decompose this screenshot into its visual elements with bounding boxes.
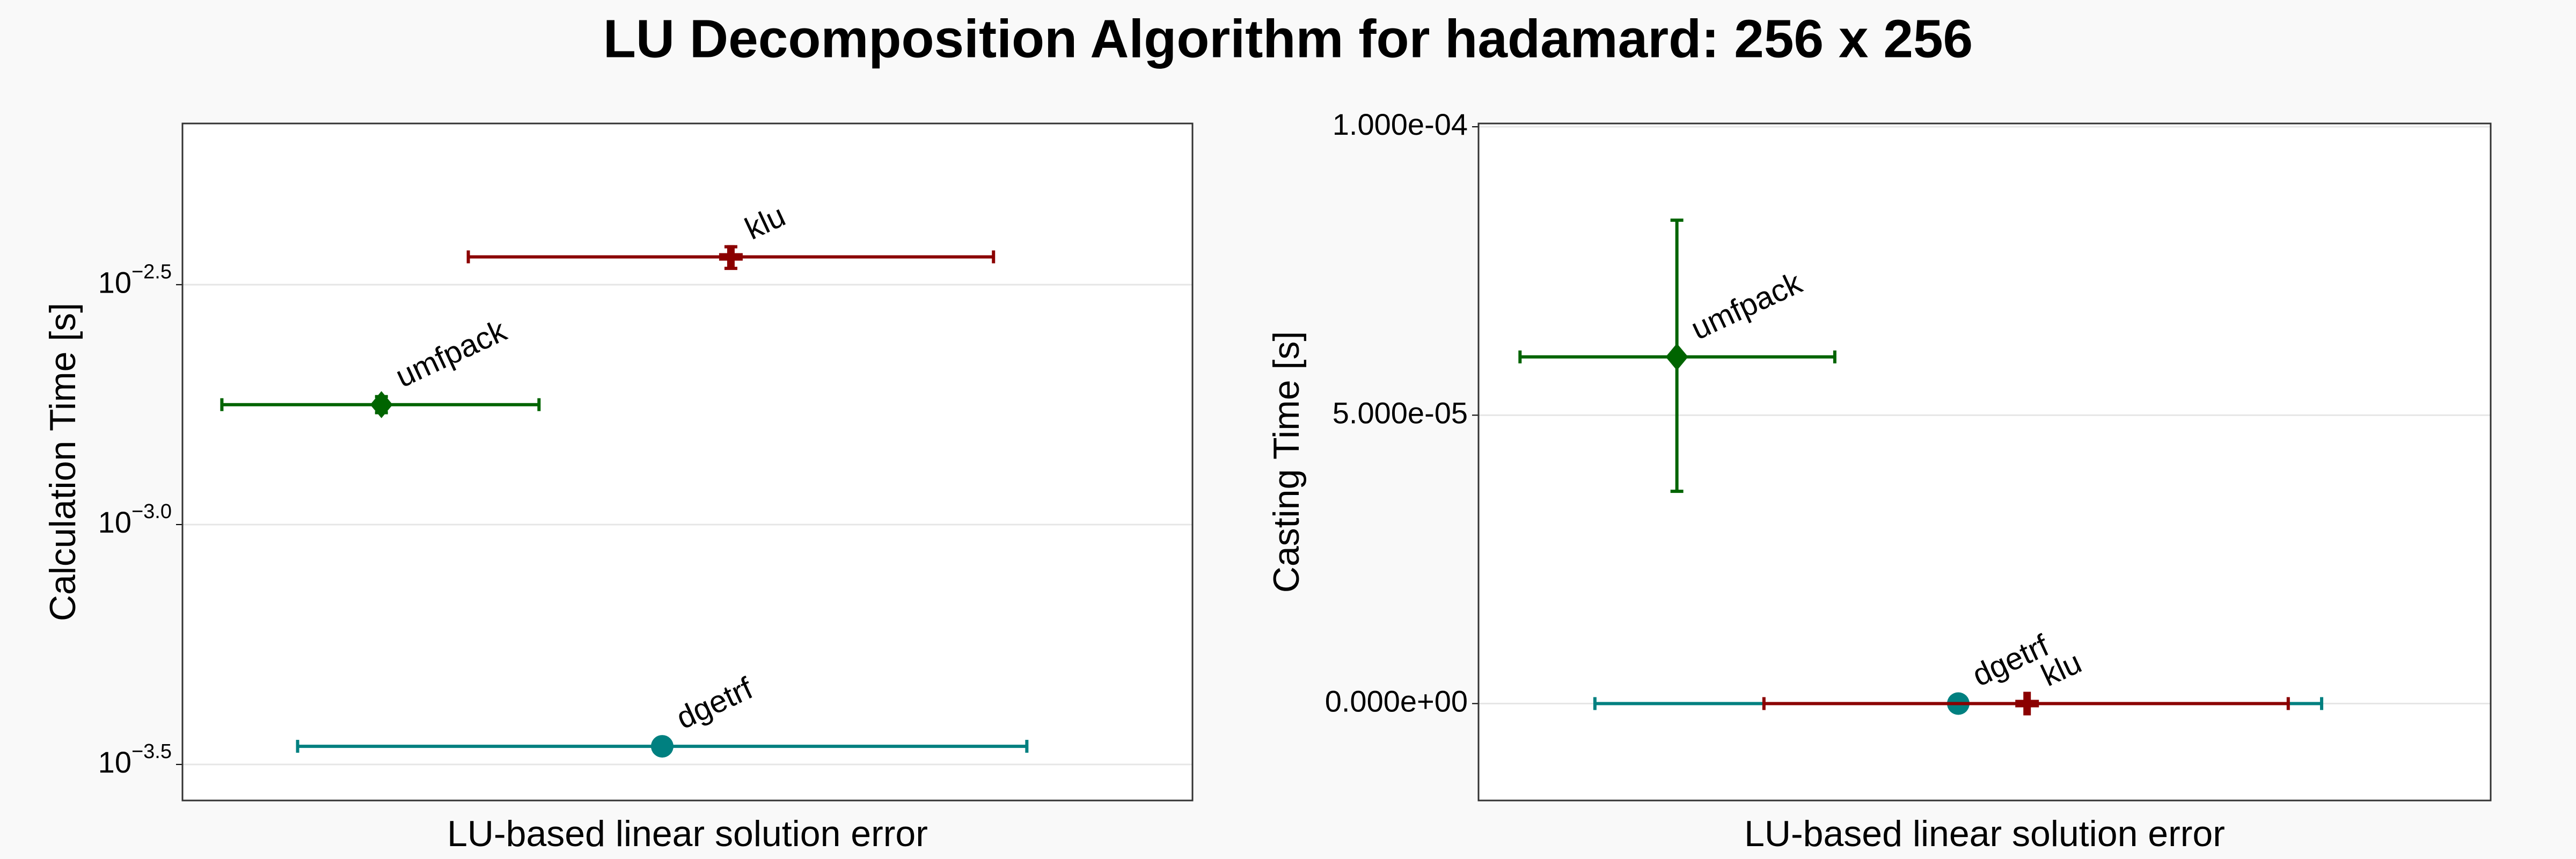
y-tick-label: 1.000e-04 bbox=[1333, 107, 1468, 141]
point bbox=[2015, 691, 2039, 716]
y-tick-label: 10−2.5 bbox=[98, 260, 172, 299]
tick-base: 1.000e-04 bbox=[1333, 107, 1468, 141]
point bbox=[650, 735, 674, 758]
y-axis-label: Calculation Time [s] bbox=[42, 303, 83, 621]
tick-exponent: −3.0 bbox=[131, 500, 172, 523]
y-tick-label: 10−3.0 bbox=[98, 500, 172, 539]
tick-base: 10 bbox=[98, 505, 131, 539]
plot-area bbox=[182, 123, 1192, 800]
plot-area bbox=[1479, 123, 2491, 800]
tick-exponent: −2.5 bbox=[131, 260, 172, 283]
y-tick-label: 10−3.5 bbox=[98, 740, 172, 779]
y-axis-label: Casting Time [s] bbox=[1266, 331, 1307, 593]
plot-frame bbox=[181, 122, 1194, 802]
tick-base: 10 bbox=[98, 265, 131, 299]
y-tick-label: 5.000e-05 bbox=[1333, 396, 1468, 430]
tick-base: 0.000e+00 bbox=[1325, 684, 1468, 718]
tick-exponent: −3.5 bbox=[131, 740, 172, 763]
point bbox=[370, 391, 393, 418]
tick-base: 5.000e-05 bbox=[1333, 396, 1468, 430]
x-axis-label: LU-based linear solution error bbox=[1744, 813, 2225, 854]
figure-title: LU Decomposition Algorithm for hadamard:… bbox=[603, 9, 1973, 69]
plot-frame bbox=[1477, 122, 2492, 802]
y-tick-label: 0.000e+00 bbox=[1325, 684, 1468, 718]
tick-base: 10 bbox=[98, 745, 131, 779]
point bbox=[1665, 343, 1688, 371]
x-axis-label: LU-based linear solution error bbox=[447, 813, 928, 854]
point bbox=[719, 245, 743, 269]
